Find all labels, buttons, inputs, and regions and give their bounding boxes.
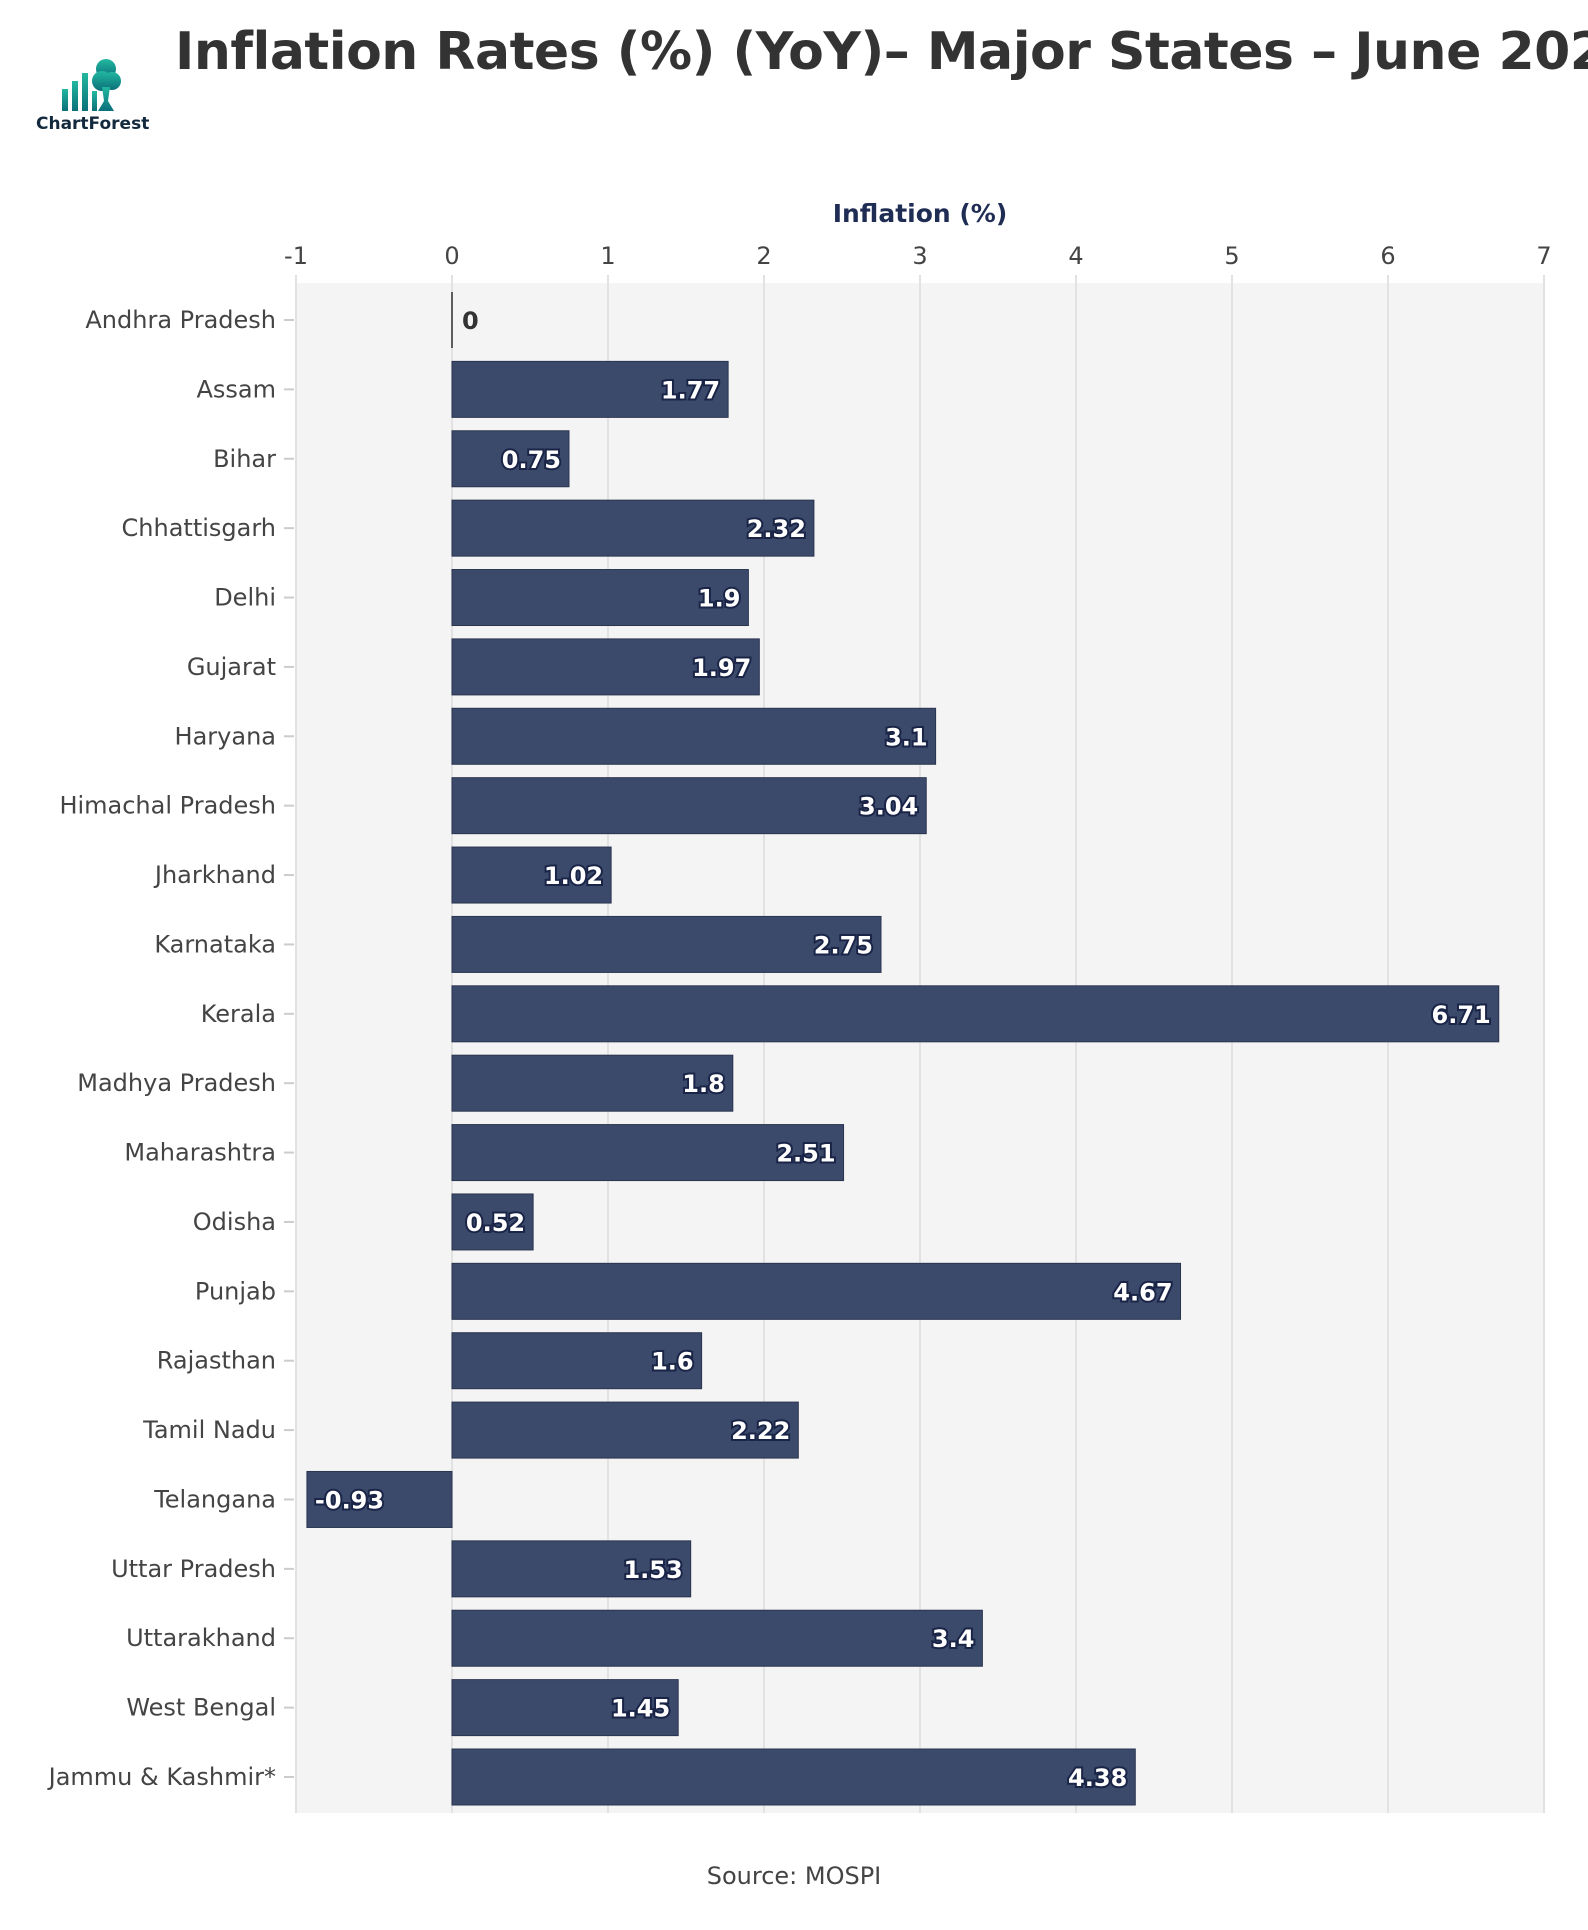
bar xyxy=(451,1401,799,1459)
bar xyxy=(451,777,927,835)
y-tick-label: Uttarakhand xyxy=(126,1624,276,1652)
bar xyxy=(451,915,882,973)
logo-text: ChartForest xyxy=(36,114,150,134)
chart-title: Inflation Rates (%) (YoY)– Major States … xyxy=(175,22,1588,82)
y-tick-label: Telangana xyxy=(153,1485,276,1513)
bar xyxy=(451,1540,692,1598)
x-tick-label: -1 xyxy=(284,242,308,270)
bar xyxy=(451,430,570,488)
y-tick-label: Maharashtra xyxy=(124,1139,276,1167)
data-label: 0.52 xyxy=(466,1209,525,1237)
data-label: 4.67 xyxy=(1113,1278,1172,1306)
data-label: 2.75 xyxy=(814,931,873,959)
bar xyxy=(451,1054,734,1112)
data-label: 1.02 xyxy=(544,862,603,890)
y-tick-label: Haryana xyxy=(175,722,276,750)
y-tick-label: Himachal Pradesh xyxy=(59,792,276,820)
bar xyxy=(451,1679,679,1737)
bar xyxy=(451,1262,1182,1320)
data-label: 0.75 xyxy=(502,446,561,474)
y-tick-label: Kerala xyxy=(201,1000,276,1028)
data-label: 2.51 xyxy=(776,1140,835,1168)
bar xyxy=(306,1470,453,1528)
y-tick-label: Delhi xyxy=(214,584,276,612)
data-label: -0.93 xyxy=(315,1486,384,1514)
data-label: 4.38 xyxy=(1068,1764,1127,1792)
data-label: 3.4 xyxy=(932,1625,975,1653)
y-tick-label: Jammu & Kashmir* xyxy=(47,1763,276,1791)
x-tick-label: 0 xyxy=(444,242,459,270)
y-tick-label: Bihar xyxy=(213,445,276,473)
y-tick-label: Uttar Pradesh xyxy=(111,1555,276,1583)
x-tick-label: 6 xyxy=(1380,242,1395,270)
y-tick-label: Rajasthan xyxy=(157,1347,276,1375)
y-tick-label: Chhattisgarh xyxy=(122,514,276,542)
data-label: 3.1 xyxy=(885,723,928,751)
bar xyxy=(451,569,749,627)
bar xyxy=(451,1748,1136,1806)
data-label: 1.53 xyxy=(623,1556,682,1584)
y-tick-label: Jharkhand xyxy=(153,861,276,889)
x-tick-label: 5 xyxy=(1224,242,1239,270)
data-label: 1.9 xyxy=(698,585,741,613)
data-label: 2.22 xyxy=(731,1417,790,1445)
source-note: Source: MOSPI xyxy=(706,1862,882,1890)
data-label: 2.32 xyxy=(747,515,806,543)
bar xyxy=(451,360,729,418)
y-tick-label: Tamil Nadu xyxy=(142,1416,276,1444)
data-label: 3.04 xyxy=(859,793,918,821)
data-label: 1.77 xyxy=(661,376,720,404)
y-tick-label: Karnataka xyxy=(154,930,276,958)
y-tick-label: West Bengal xyxy=(126,1694,276,1722)
y-tick-label: Assam xyxy=(196,375,276,403)
data-label: 6.71 xyxy=(1432,1001,1491,1029)
data-label: 1.97 xyxy=(692,654,751,682)
y-tick-label: Odisha xyxy=(193,1208,276,1236)
y-tick-label: Andhra Pradesh xyxy=(85,306,276,334)
bar xyxy=(451,1332,703,1390)
x-tick-label: 1 xyxy=(600,242,615,270)
bar xyxy=(451,707,937,765)
data-label: 0 xyxy=(462,307,479,335)
x-axis-title: Inflation (%) xyxy=(833,199,1008,228)
bar xyxy=(451,638,760,696)
x-tick-label: 2 xyxy=(756,242,771,270)
data-label: 1.6 xyxy=(651,1348,694,1376)
bar xyxy=(451,1609,983,1667)
bar xyxy=(451,846,612,904)
data-label: 1.8 xyxy=(682,1070,725,1098)
x-tick-label: 7 xyxy=(1536,242,1551,270)
y-tick-label: Madhya Pradesh xyxy=(77,1069,276,1097)
x-tick-label: 3 xyxy=(912,242,927,270)
y-tick-label: Punjab xyxy=(195,1277,276,1305)
chartforest-logo-icon xyxy=(62,59,121,111)
bar xyxy=(451,1193,534,1251)
data-label: 1.45 xyxy=(611,1695,670,1723)
bar xyxy=(451,1124,845,1182)
bar xyxy=(451,499,815,557)
y-tick-label: Gujarat xyxy=(187,653,276,681)
x-tick-label: 4 xyxy=(1068,242,1083,270)
bar xyxy=(451,985,1500,1043)
